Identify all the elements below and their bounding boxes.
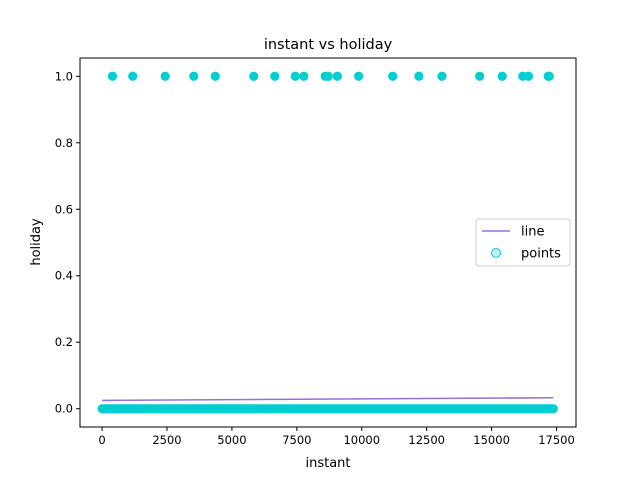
plot-marks: [97, 71, 558, 414]
x-tick-label-0: 0: [98, 433, 105, 447]
x-tick-label-3: 7500: [282, 433, 311, 447]
chart-title: instant vs holiday: [264, 37, 393, 53]
scatter-point-holiday-1-5: [249, 71, 259, 81]
trend-line: [102, 396, 554, 402]
y-tick-label-3: 0.6: [55, 202, 73, 216]
scatter-point-holiday-1-3: [189, 71, 199, 81]
y-axis-label: holiday: [29, 218, 44, 266]
plot-frame: [79, 57, 577, 428]
legend: line points: [475, 218, 571, 267]
scatter-point-holiday-1-15: [437, 71, 447, 81]
scatter-point-holiday-1-0: [107, 71, 118, 81]
scatter-point-holiday-1-13: [388, 71, 398, 81]
x-tick-label-7: 17500: [538, 433, 575, 447]
x-tick-label-1: 2500: [152, 433, 181, 447]
scatter-point-holiday-1-6: [270, 71, 280, 81]
scatter-point-holiday-1-14: [414, 71, 424, 81]
x-tick-label-5: 12500: [408, 433, 445, 447]
y-tick-label-2: 0.4: [55, 269, 73, 283]
scatter-point-holiday-1-11: [332, 71, 342, 81]
scatter-point-holiday-1-10: [323, 71, 333, 81]
scatter-point-holiday-1-21: [544, 71, 554, 81]
y-tick-label-4: 0.8: [55, 136, 73, 150]
scatter-point-holiday-1-17: [497, 71, 507, 81]
scatter-point-holiday-1-2: [160, 71, 170, 81]
scatter-point-holiday-1-4: [210, 71, 220, 81]
x-axis-label: instant: [305, 456, 350, 471]
y-axis-ticks: 0.0 0.2 0.4 0.6 0.8 1.0: [55, 69, 80, 416]
scatter-point-holiday-1-1: [128, 71, 138, 81]
legend-label-points: points: [521, 247, 561, 262]
y-tick-label-0: 0.0: [55, 402, 73, 416]
y-tick-label-5: 1.0: [55, 69, 73, 83]
x-tick-label-4: 10000: [343, 433, 380, 447]
scatter-point-holiday-1-12: [354, 71, 364, 81]
legend-points-swatch: [491, 248, 501, 258]
scatter-point-holiday-1-8: [299, 71, 309, 81]
legend-label-line: line: [521, 225, 544, 240]
scatter-point-holiday-1-7: [290, 71, 300, 81]
scatter-point-holiday-1-19: [523, 71, 534, 81]
scatter-point-holiday-1-16: [475, 71, 485, 81]
x-axis-ticks: 0 2500 5000 7500 10000 12500 15000 17500: [98, 427, 575, 447]
y-tick-label-1: 0.2: [55, 335, 73, 349]
x-tick-label-2: 5000: [217, 433, 246, 447]
x-tick-label-6: 15000: [473, 433, 510, 447]
